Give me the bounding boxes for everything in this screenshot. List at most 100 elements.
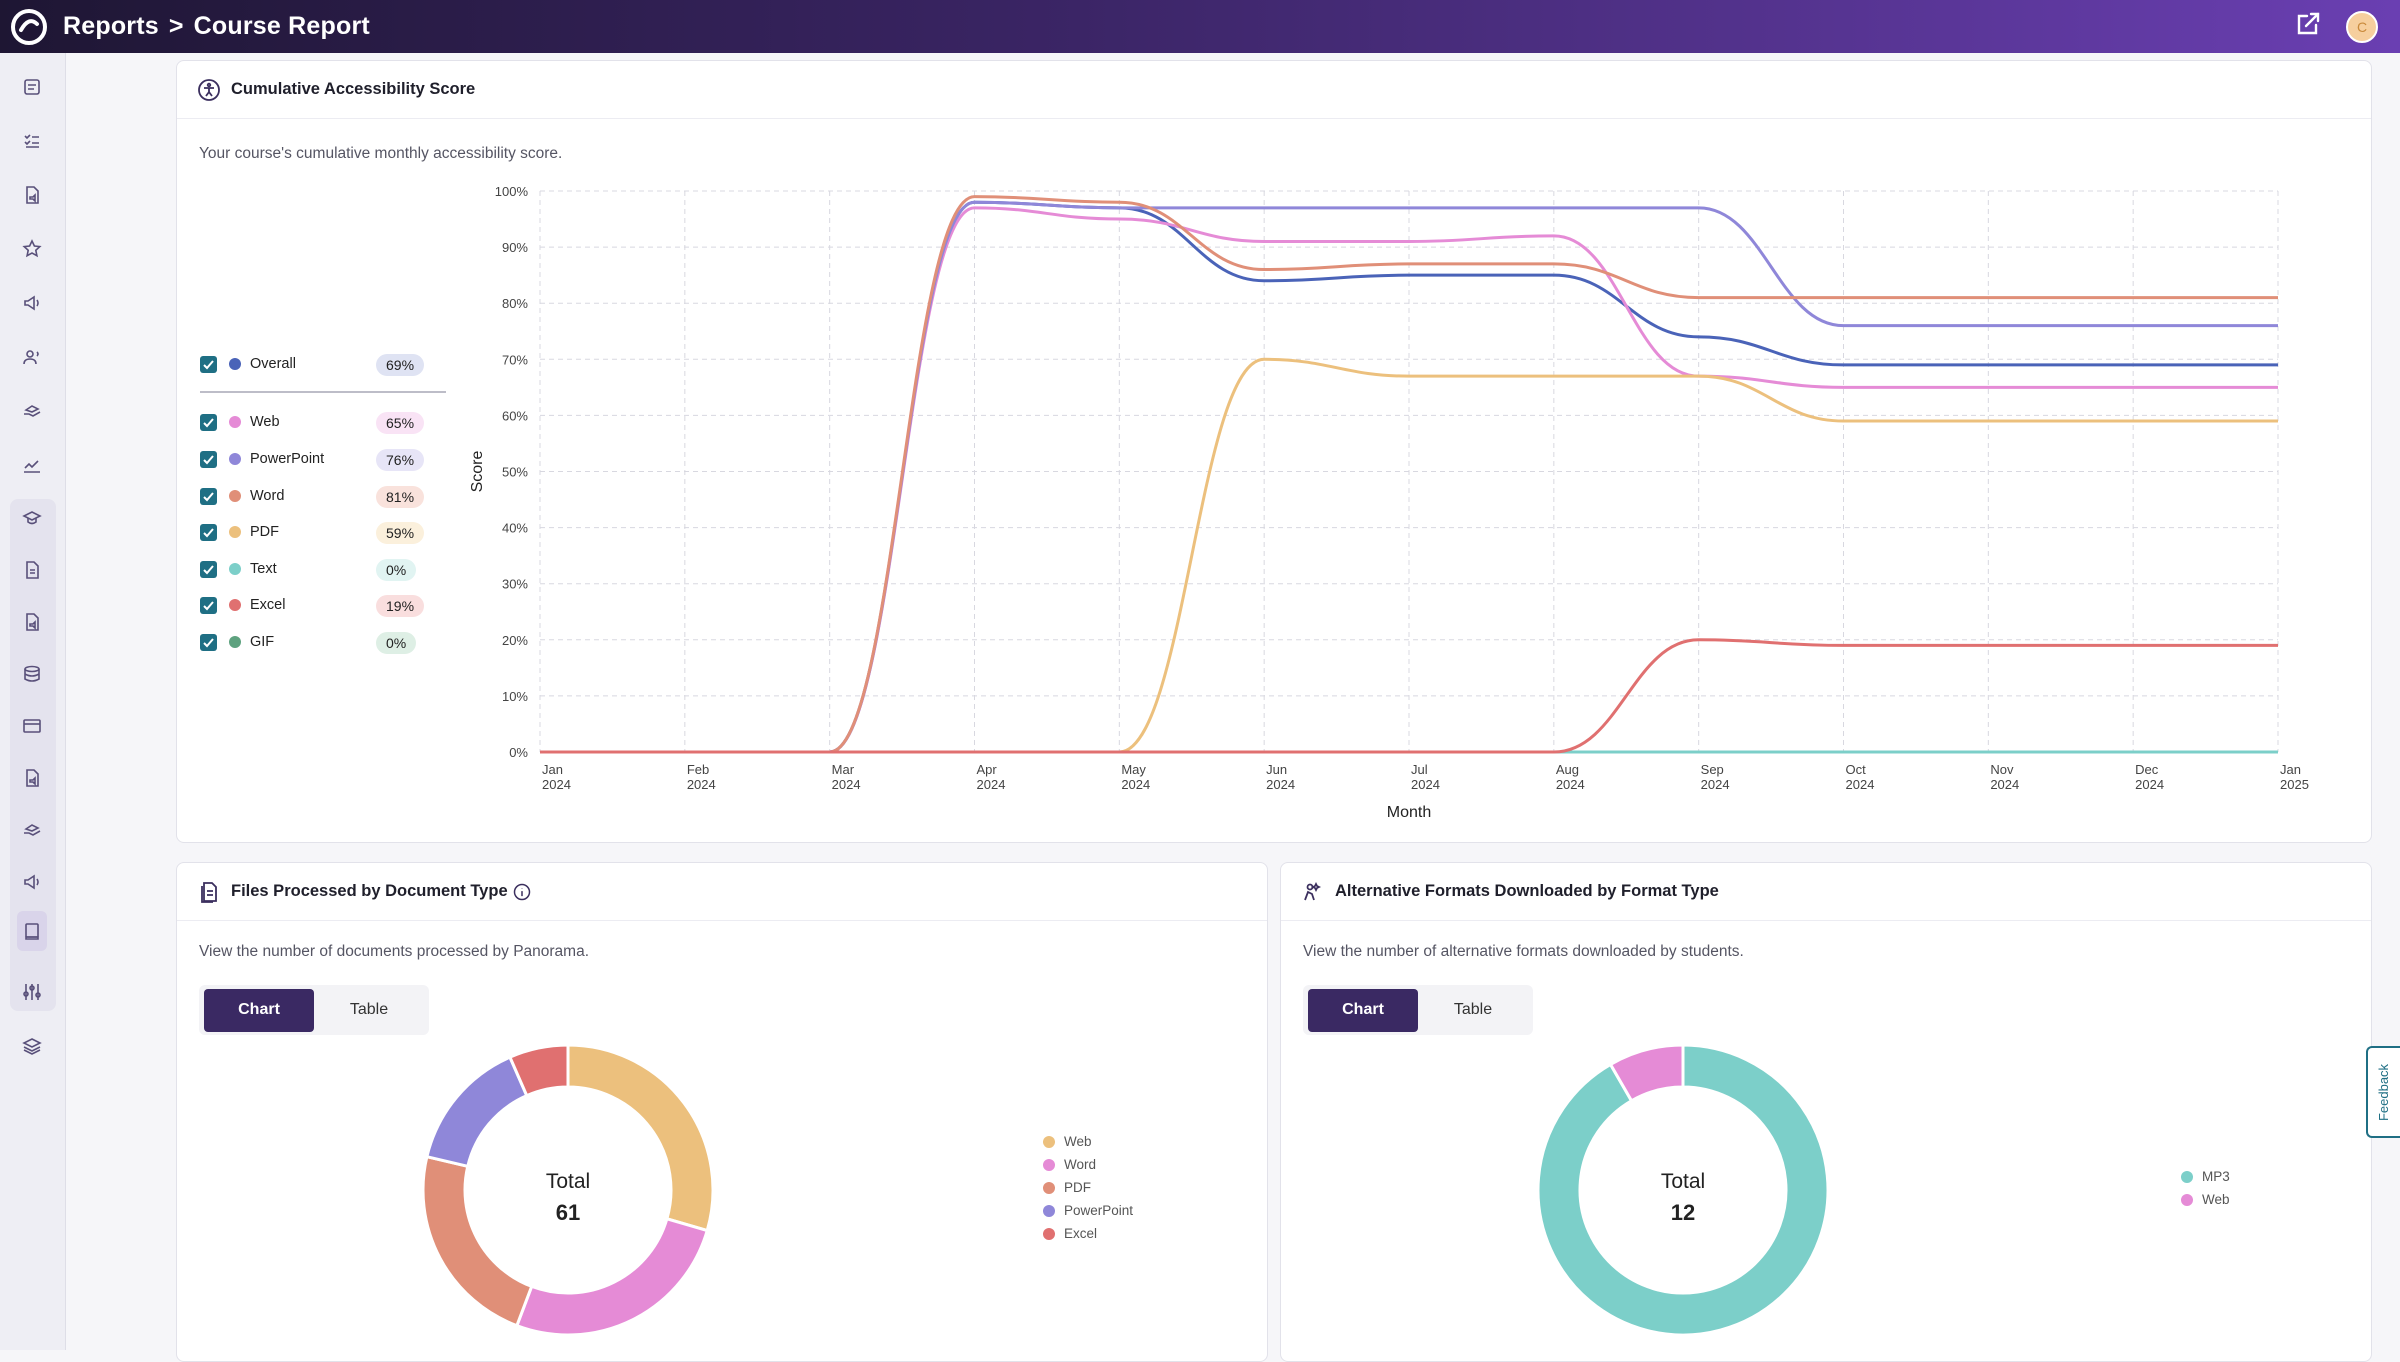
x-tick-month: May	[1121, 762, 1146, 777]
database-icon[interactable]	[17, 659, 47, 689]
y-tick-label: 10%	[502, 689, 528, 704]
external-link-icon[interactable]	[2294, 10, 2322, 43]
course-report-icon[interactable]	[17, 911, 47, 951]
layers-icon[interactable]	[17, 1031, 47, 1061]
legend-value-badge: 65%	[376, 412, 425, 434]
checkbox[interactable]	[200, 487, 217, 505]
legend-item-word[interactable]: Word 81%	[200, 484, 425, 508]
donut-slice-web	[1608, 1043, 1685, 1103]
legend-label: PDF	[250, 524, 279, 540]
series-line-word	[540, 195, 2278, 754]
panorama-logo-icon[interactable]	[9, 7, 49, 47]
legend-color-dot	[1043, 1135, 1055, 1148]
donut-legend-item[interactable]: PDF	[1043, 1176, 1133, 1199]
donut-legend-item[interactable]: Web	[1043, 1130, 1133, 1153]
x-tick-year: 2024	[977, 777, 1006, 792]
y-tick-label: 60%	[502, 408, 528, 423]
legend-label: Text	[250, 561, 277, 577]
window-icon[interactable]	[17, 711, 47, 741]
card-header: Cumulative Accessibility Score	[177, 61, 2371, 119]
donut-center-label: Total	[546, 1170, 590, 1193]
x-tick-year: 2024	[542, 777, 571, 792]
donut-legend-item[interactable]: Word	[1043, 1153, 1133, 1176]
megaphone-icon[interactable]	[17, 288, 47, 318]
x-tick-year: 2024	[1121, 777, 1150, 792]
checklist-icon[interactable]	[17, 126, 47, 156]
legend-item-gif[interactable]: GIF 0%	[200, 630, 417, 654]
file-audio-icon[interactable]	[17, 763, 47, 793]
course-icon[interactable]	[17, 503, 47, 533]
legend-item-overall[interactable]: Overall 69%	[200, 352, 425, 376]
info-icon[interactable]	[512, 882, 532, 902]
x-tick-month: Jul	[1411, 762, 1428, 777]
legend-item-excel[interactable]: Excel 19%	[200, 593, 425, 617]
file-audio-icon[interactable]	[17, 180, 47, 210]
x-tick-month: Sep	[1701, 762, 1724, 777]
document-icon[interactable]	[17, 555, 47, 585]
user-voice-icon[interactable]	[17, 342, 47, 372]
x-tick-year: 2024	[1701, 777, 1730, 792]
donut-slice-excel	[507, 1043, 570, 1098]
star-icon[interactable]	[17, 234, 47, 264]
legend-item-web[interactable]: Web 65%	[200, 410, 425, 434]
legend-item-pdf[interactable]: PDF 59%	[200, 520, 425, 544]
magic-person-icon	[1304, 881, 1322, 900]
chart-table-toggle: Chart Table	[1303, 985, 1533, 1035]
legend-value-badge: 0%	[376, 632, 417, 654]
checkbox[interactable]	[200, 560, 217, 578]
chart-toggle-button[interactable]: Chart	[1308, 988, 1418, 1032]
x-tick-year: 2024	[832, 777, 861, 792]
table-toggle-button[interactable]: Table	[1453, 1001, 1493, 1018]
series-color-dot	[229, 453, 241, 465]
legend-value-badge: 59%	[376, 522, 425, 544]
series-color-dot	[229, 636, 241, 648]
legend-label: Word	[1064, 1157, 1097, 1172]
checkbox[interactable]	[200, 596, 217, 614]
feedback-tab[interactable]: Feedback	[2366, 1046, 2400, 1138]
checkbox[interactable]	[200, 355, 217, 373]
series-color-dot	[229, 599, 241, 611]
x-tick-year: 2024	[1266, 777, 1295, 792]
checkbox[interactable]	[200, 413, 217, 431]
legend-color-dot	[1043, 1227, 1055, 1240]
legend-color-dot	[1043, 1158, 1055, 1171]
x-tick-month: Jan	[542, 762, 563, 777]
accessibility-icon	[198, 78, 220, 101]
chart-toggle-button[interactable]: Chart	[204, 988, 314, 1032]
y-tick-label: 90%	[502, 240, 528, 255]
chart-table-toggle: Chart Table	[199, 985, 429, 1035]
legend-item-powerpoint[interactable]: PowerPoint 76%	[200, 447, 425, 471]
breadcrumb-reports[interactable]: Reports	[63, 12, 159, 40]
megaphone-icon[interactable]	[17, 867, 47, 897]
card-title: Alternative Formats Downloaded by Format…	[1335, 882, 1719, 900]
donut-legend-item[interactable]: PowerPoint	[1043, 1199, 1133, 1222]
x-axis-label: Month	[1387, 804, 1431, 821]
card-header: Files Processed by Document Type	[177, 863, 1267, 921]
donut-legend-item[interactable]: MP3	[2181, 1165, 2230, 1188]
y-tick-label: 100%	[495, 184, 529, 199]
file-audio-icon[interactable]	[17, 607, 47, 637]
donut-slice-pdf	[421, 1154, 534, 1328]
x-tick-month: Jun	[1266, 762, 1287, 777]
breadcrumb-separator: >	[168, 12, 184, 40]
checkbox[interactable]	[200, 523, 217, 541]
overview-icon[interactable]	[17, 72, 47, 102]
graduation-hand-icon[interactable]	[17, 396, 47, 426]
table-toggle-button[interactable]: Table	[349, 1001, 389, 1018]
avatar[interactable]: C	[2346, 10, 2378, 43]
x-tick-year: 2025	[2280, 777, 2309, 792]
checkbox[interactable]	[200, 633, 217, 651]
legend-item-text[interactable]: Text 0%	[200, 557, 417, 581]
checkbox[interactable]	[200, 450, 217, 468]
analytics-icon[interactable]	[17, 450, 47, 480]
donut-legend-item[interactable]: Web	[2181, 1188, 2230, 1211]
legend-label: Overall	[250, 356, 296, 372]
donut-legend-item[interactable]: Excel	[1043, 1222, 1133, 1245]
x-tick-year: 2024	[1846, 777, 1875, 792]
settings-sliders-icon[interactable]	[17, 977, 47, 1007]
legend-label: Word	[250, 488, 285, 504]
donut-slice-word	[514, 1216, 710, 1337]
graduation-hand-icon[interactable]	[17, 815, 47, 845]
donut-slice-mp3	[1536, 1043, 1830, 1337]
